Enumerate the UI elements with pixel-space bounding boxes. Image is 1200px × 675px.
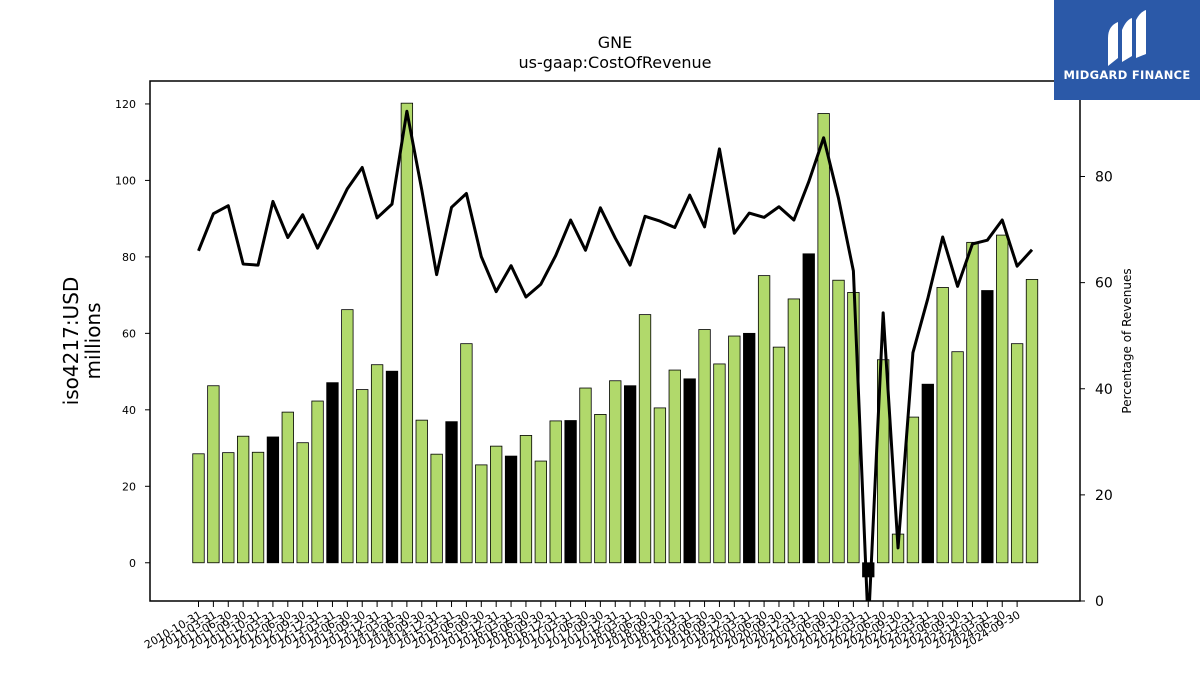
bar-2016-09-30 xyxy=(534,460,547,564)
y2-tick-label: 80 xyxy=(1095,170,1113,186)
bar-2018-06-30 xyxy=(638,314,652,564)
bar-2021-09-30 xyxy=(832,279,845,564)
bar-2018-09-30 xyxy=(653,407,667,564)
bar-2021-06-30 xyxy=(817,113,830,564)
bar-2013-09-30 xyxy=(356,389,369,564)
logo-text: MIDGARD FINANCE xyxy=(1063,68,1191,82)
bar-2013-03-31 xyxy=(326,382,339,564)
bar-2023-09-30 xyxy=(951,351,964,564)
y-tick-label: 120 xyxy=(115,98,136,111)
logo-mark-icon xyxy=(1108,10,1146,66)
bar-2012-03-31 xyxy=(266,436,280,564)
y-tick-label: 0 xyxy=(129,557,136,570)
bar-2012-12-31 xyxy=(311,400,324,564)
x-axis: 2010-10-312011-03-312011-06-302011-09-30… xyxy=(142,601,1023,652)
bar-2014-09-30 xyxy=(415,419,428,564)
y-tick-label: 40 xyxy=(122,404,136,417)
bar-2013-12-31 xyxy=(370,364,384,564)
bar-2016-12-31 xyxy=(549,420,562,564)
bar-2020-09-30 xyxy=(772,346,786,564)
chart-subtitle: us-gaap:CostOfRevenue xyxy=(518,53,711,72)
bar-2015-06-30 xyxy=(460,343,473,564)
bar-2017-06-30 xyxy=(579,387,592,564)
bar-extra-56 xyxy=(1025,279,1039,564)
y-axis-left: 0 20 40 60 80 100 120 xyxy=(115,98,150,570)
y-tick-label: 100 xyxy=(115,174,136,187)
bar-2013-06-30 xyxy=(341,309,354,564)
y2-tick-label: 0 xyxy=(1095,594,1104,610)
bar-2011-03-31 xyxy=(207,385,220,564)
bar-2011-10-31 xyxy=(251,451,265,564)
bar-2021-03-31 xyxy=(802,253,815,564)
bar-2022-03-31 xyxy=(862,562,875,578)
bar-2023-06-30 xyxy=(936,287,949,564)
bar-2024-09-30 xyxy=(1010,343,1024,564)
y-axis-label-line: millions xyxy=(81,302,105,379)
y-tick-label: 20 xyxy=(122,480,136,493)
bar-2014-06-30 xyxy=(400,102,414,564)
bar-2015-12-31 xyxy=(490,445,503,564)
line-series xyxy=(197,109,1034,601)
bar-2019-03-31 xyxy=(683,378,696,564)
bar-2010-10-31 xyxy=(192,453,205,564)
logo: MIDGARD FINANCE xyxy=(1054,0,1200,100)
bar-2016-03-31 xyxy=(504,455,518,564)
bar-2011-09-30 xyxy=(236,435,250,564)
bar-2023-12-31 xyxy=(966,241,979,564)
bar-2011-06-30 xyxy=(222,452,235,564)
bar-2016-06-30 xyxy=(519,435,533,564)
y-tick-label: 60 xyxy=(122,327,136,340)
y2-tick-label: 20 xyxy=(1095,488,1113,504)
y-axis-label-line: iso4217:USD xyxy=(59,277,83,406)
bar-2018-12-31 xyxy=(668,369,681,564)
y-tick-label: 80 xyxy=(122,251,136,264)
bar-2023-03-31 xyxy=(921,383,934,564)
line-layer xyxy=(197,109,1034,601)
bar-2017-03-31 xyxy=(564,420,577,564)
y2-tick-label: 40 xyxy=(1095,382,1113,398)
bar-2024-03-31 xyxy=(981,290,994,564)
y-axis-label: iso4217:USDmillions xyxy=(59,277,105,406)
chart-title: GNE xyxy=(598,33,632,52)
y2-axis-label: Percentage of Revenues xyxy=(1120,268,1134,413)
bar-2017-12-31 xyxy=(609,380,622,564)
bar-2015-09-30 xyxy=(475,464,488,564)
bar-2019-12-31 xyxy=(728,335,741,564)
bar-2022-12-31 xyxy=(906,416,920,564)
bar-2017-09-30 xyxy=(594,414,607,564)
bar-2020-12-31 xyxy=(787,298,801,564)
bar-2018-03-31 xyxy=(623,385,637,564)
y2-tick-label: 60 xyxy=(1095,276,1113,292)
bar-2014-12-31 xyxy=(430,453,443,564)
bar-2015-03-31 xyxy=(445,421,458,564)
bar-2024-06-30 xyxy=(996,234,1009,564)
bars-layer xyxy=(192,102,1039,578)
bar-2020-03-31 xyxy=(743,332,756,564)
bar-2019-09-30 xyxy=(713,363,726,564)
bar-2019-06-30 xyxy=(698,329,711,564)
bar-2012-09-30 xyxy=(296,442,309,564)
bar-2012-06-30 xyxy=(281,411,294,564)
bar-2014-03-31 xyxy=(385,370,399,564)
bar-2020-06-30 xyxy=(757,275,771,564)
y-axis-right: 0 20 40 60 80 xyxy=(1080,170,1113,610)
